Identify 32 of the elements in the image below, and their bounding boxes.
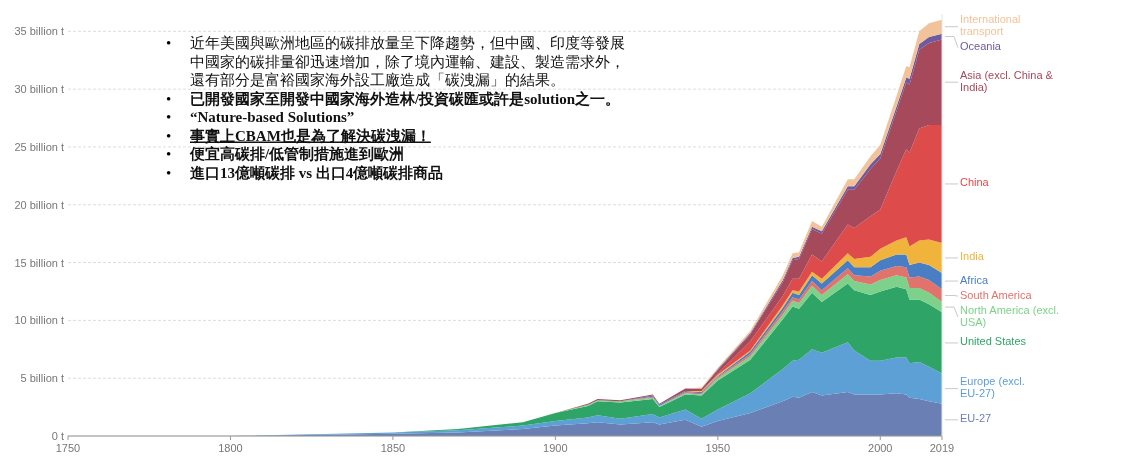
series-label: Oceania — [960, 40, 1002, 53]
x-tick-label: 2019 — [929, 442, 955, 454]
series-label: International transport — [960, 13, 1021, 38]
text: • 近年美國與歐洲地區的碳排放量呈下降趨勢，但中國、印度等發展中國家的碳排量卻迅速增加，除了境內運輸、建設、製造需求外，還有部分是富裕國家海外設工廠造成「碳洩漏」的結果。 — [166, 35, 625, 88]
y-tick-label: 0 t — [51, 430, 64, 442]
series-label: South America — [960, 288, 1033, 301]
y-tick-label: 10 billion t — [14, 314, 64, 327]
x-tick-label: 1750 — [55, 442, 81, 454]
text: • 進口13億噸碳排 vs 出口4億噸碳排商品 — [166, 164, 444, 181]
series-label: EU-27 — [960, 412, 992, 425]
text: • 已開發國家至開發中國家海外造林/投資碳匯或許是solution之一。 — [166, 90, 621, 107]
x-tick-label: 1800 — [218, 442, 243, 454]
series-label: North America (excl. USA) — [960, 303, 1060, 328]
series-label: Asia (excl. China & India) — [960, 68, 1054, 93]
series-label: China — [960, 176, 990, 189]
text: • 事實上CBAM也是為了解決碳洩漏！ — [166, 127, 431, 144]
y-tick-label: 15 billion t — [14, 256, 64, 269]
x-tick-label: 1950 — [705, 442, 731, 454]
x-tick-label: 2000 — [868, 442, 893, 454]
series-label: Europe (excl. EU-27) — [960, 375, 1025, 400]
y-tick-label: 30 billion t — [14, 83, 64, 96]
series-label: Africa — [960, 273, 989, 286]
series-label: United States — [960, 335, 1027, 348]
x-tick-label: 1900 — [543, 442, 568, 454]
text: • “Nature-based Solutions” — [166, 109, 355, 125]
y-tick-label: 5 billion t — [20, 372, 64, 385]
y-tick-label: 35 billion t — [14, 25, 64, 38]
x-tick-label: 1850 — [380, 442, 406, 454]
series-label: India — [960, 250, 985, 263]
y-tick-label: 20 billion t — [14, 198, 64, 211]
y-tick-label: 25 billion t — [14, 140, 64, 153]
text: • 便宜高碳排/低管制措施進到歐洲 — [166, 146, 405, 162]
